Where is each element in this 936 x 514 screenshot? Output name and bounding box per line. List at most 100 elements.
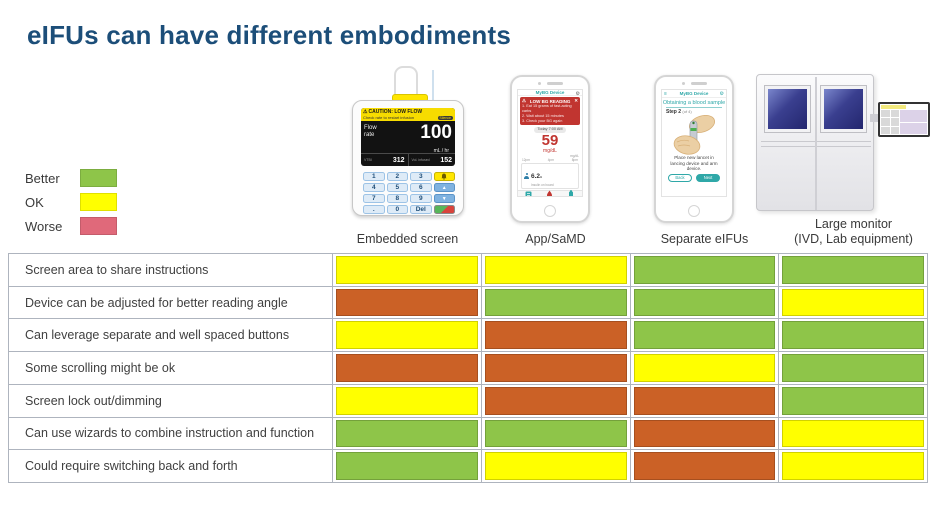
- legend-item-ok: OK: [25, 190, 117, 214]
- chart-unit-label: mg/dL: [570, 153, 579, 158]
- vtbi-label: VTBI: [364, 158, 372, 162]
- gear-icon[interactable]: ⚙: [575, 91, 580, 97]
- silence-button[interactable]: Silence: [437, 115, 453, 120]
- row-label: Screen area to share instructions: [9, 254, 333, 286]
- legend-label: Worse: [25, 218, 63, 234]
- next-button[interactable]: Next: [696, 173, 720, 182]
- legend-item-better: Better: [25, 166, 117, 190]
- rating-cell-better: [631, 319, 780, 352]
- pump-key-3[interactable]: 3: [410, 172, 432, 181]
- cabinet-divider: [815, 77, 817, 210]
- legend-label: OK: [25, 194, 44, 210]
- monitor-toolbar: [881, 105, 907, 109]
- eifu-phone-illustration: ≡ MyBG Device ⚙ Obtaining a blood sample…: [654, 75, 734, 223]
- divider: [666, 107, 722, 108]
- alert-step: 1. Eat 15 grams of fast-acting carbs: [522, 104, 572, 113]
- decrease-key[interactable]: ▼: [433, 194, 455, 203]
- equipment-window: [821, 86, 866, 132]
- pump-keypad: 1 2 3 4 5 6 ▲ 7 8 9 ▼. 0 Del: [363, 172, 455, 214]
- alarm-silence-key[interactable]: [433, 172, 455, 181]
- camera-icon: [538, 82, 541, 85]
- pump-key-1[interactable]: 1: [363, 172, 385, 181]
- equipment-cabinet: [756, 74, 874, 211]
- increase-key[interactable]: ▲: [433, 183, 455, 192]
- legend-swatch: [80, 193, 117, 211]
- speaker-icon: [691, 82, 707, 85]
- pump-key-.[interactable]: .: [363, 205, 385, 214]
- infusion-pump-illustration: ⚠ CAUTION: LOW FLOW Check rate to restar…: [352, 64, 464, 226]
- rating-cell-better: [779, 385, 927, 417]
- alert-step: 3. Check your BG again: [522, 119, 563, 123]
- rating-cell-better: [631, 254, 780, 286]
- table-row: Could require switching back and forth: [9, 449, 927, 483]
- rating-cell-better: [779, 254, 927, 286]
- comparison-table: Screen area to share instructions Device …: [8, 253, 928, 483]
- rating-cell-better: [333, 450, 482, 483]
- monitor-grid: [881, 110, 899, 134]
- flow-rate-unit: mL / hr: [433, 148, 449, 154]
- monitor-panel: [900, 122, 927, 134]
- pump-key-4[interactable]: 4: [363, 183, 385, 192]
- rating-cell-better: [631, 286, 780, 319]
- time-pill: Today 7:00 AM: [534, 127, 566, 133]
- hamburger-menu-icon[interactable]: ≡: [664, 90, 667, 97]
- pump-key-6[interactable]: 6: [410, 183, 432, 192]
- column-caption-large-monitor: Large monitor (IVD, Lab equipment): [794, 217, 913, 246]
- insulin-value: 6.2: [531, 172, 541, 180]
- close-icon[interactable]: ✕: [574, 98, 578, 103]
- column-caption-separate-eifus: Separate eIFUs: [660, 232, 749, 246]
- gear-icon[interactable]: ⚙: [719, 91, 724, 97]
- home-button[interactable]: [544, 205, 556, 217]
- equipment-window: [765, 86, 810, 132]
- basal-nav-icon[interactable]: [567, 190, 575, 196]
- rating-cell-ok: [779, 418, 927, 450]
- table-row: Device can be adjusted for better readin…: [9, 285, 927, 319]
- legend-swatch: [80, 169, 117, 187]
- legend: Better OK Worse: [25, 166, 117, 238]
- rating-cell-ok: [333, 254, 482, 286]
- pump-body: ⚠ CAUTION: LOW FLOW Check rate to restar…: [352, 100, 464, 216]
- alert-title: LOW BG READING: [529, 98, 571, 104]
- vtbi-value: 312: [392, 156, 405, 164]
- pump-key-0[interactable]: 0: [386, 205, 408, 214]
- pump-key-del[interactable]: Del: [410, 205, 432, 214]
- table-row: Can use wizards to combine instruction a…: [9, 416, 927, 450]
- app-nav-bar: [518, 189, 582, 196]
- home-button[interactable]: [688, 205, 700, 217]
- pump-key-9[interactable]: 9: [410, 194, 432, 203]
- caution-subtext: Check rate to restart infusion: [363, 115, 415, 120]
- axis-tick: 8pm: [571, 157, 578, 162]
- vol-infused-label: Vol. infused: [411, 158, 430, 162]
- row-label: Can leverage separate and well spaced bu…: [9, 319, 333, 352]
- pump-key-7[interactable]: 7: [363, 194, 385, 203]
- check-bg-nav-icon[interactable]: [546, 190, 554, 196]
- camera-icon: [682, 82, 685, 85]
- rating-cell-ok: [631, 352, 780, 384]
- step-suffix: (of 4): [682, 109, 692, 114]
- history-nav-icon[interactable]: [525, 191, 533, 196]
- speaker-icon: [547, 82, 563, 85]
- low-bg-alert: ⚠ LOW BG READING ✕ 1. Eat 15 grams of fa…: [520, 97, 580, 125]
- table-row: Some scrolling might be ok: [9, 351, 927, 384]
- flow-rate-value: 100: [420, 122, 452, 143]
- back-button[interactable]: Back: [668, 173, 692, 182]
- pump-key-5[interactable]: 5: [386, 183, 408, 192]
- person-icon: [524, 172, 529, 179]
- flow-label: Flow: [364, 125, 377, 131]
- eifu-app-title: MyBG Device: [679, 91, 709, 96]
- pump-key-8[interactable]: 8: [386, 194, 408, 203]
- rating-cell-worse: [631, 450, 780, 483]
- vol-infused-value: 152: [440, 156, 452, 164]
- caution-title: CAUTION: LOW FLOW: [368, 109, 423, 115]
- table-row: Screen area to share instructions: [9, 254, 927, 286]
- pump-key-2[interactable]: 2: [386, 172, 408, 181]
- instruction-topic-title: Obtaining a blood sample: [662, 100, 726, 106]
- rating-cell-worse: [631, 417, 780, 450]
- alert-steps: 1. Eat 15 grams of fast-acting carbs 2. W…: [522, 104, 578, 124]
- iv-tube-icon: [394, 66, 418, 98]
- run-stop-key[interactable]: [433, 205, 455, 214]
- rating-cell-ok: [333, 319, 482, 352]
- rating-cell-ok: [482, 450, 631, 483]
- app-screen: MyBG Device ⚙ ⚠ LOW BG READING ✕ 1. Eat …: [517, 89, 583, 197]
